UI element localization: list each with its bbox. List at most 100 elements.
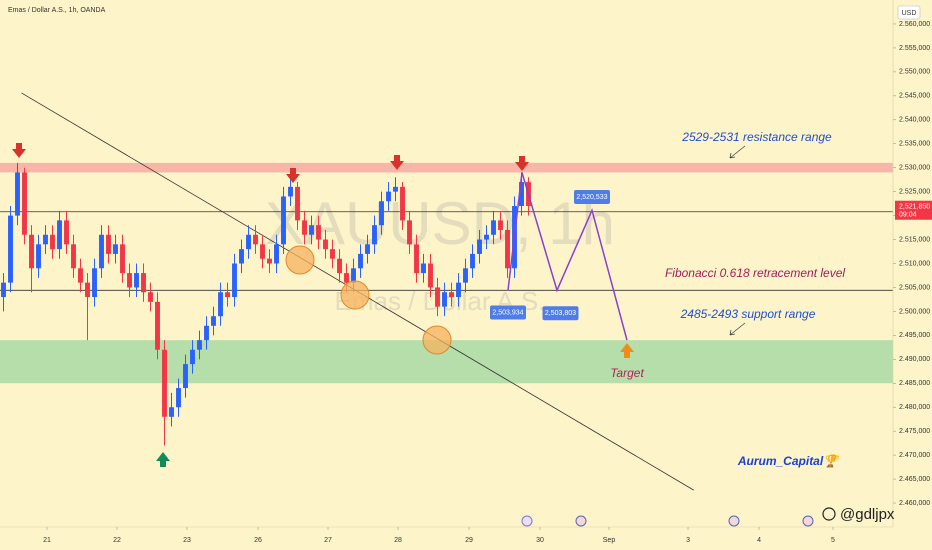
annotation: Fibonacci 0.618 retracement level [665,266,845,280]
candle-body [358,253,363,269]
candle-body [225,292,230,298]
pointer [729,145,746,159]
projection-label: 2,520,533 [576,194,607,201]
candle-body [372,225,377,245]
y-tick-label: 2.475,000 [899,428,930,435]
event-icon [575,515,587,527]
candle-body [421,263,426,274]
candle-body [435,287,440,307]
target-arrow [620,343,634,358]
x-tick-label: 23 [183,537,191,544]
candle-body [274,244,279,264]
projection-label-box [542,306,579,321]
annotation: 2529-2531 resistance range [681,130,832,144]
down-arrow [390,155,404,170]
candle-body [400,186,405,221]
y-tick-label: 2.515,000 [899,236,930,243]
candle-body [365,244,370,254]
projection-path [521,172,628,341]
candle-body [176,388,181,408]
candle-body [253,234,258,245]
annotation: Aurum_Capital🏆 [737,454,841,468]
candle-body [1,282,6,298]
candle-body [169,407,174,417]
price-tag [895,200,932,220]
candle-body [260,244,265,259]
candle-body [330,249,335,259]
x-tick-label: 21 [43,537,51,544]
y-tick-label: 2.485,000 [899,380,930,387]
candle-body [393,186,398,192]
event-icon [521,515,533,527]
x-tick-label: 3 [686,537,690,544]
candle-body [309,225,314,235]
y-tick-label: 2.465,000 [899,476,930,483]
price-tag-countdown: 09:04 [899,212,917,219]
candle-body [197,340,202,350]
y-tick-label: 2.535,000 [899,141,930,148]
candle-body [428,263,433,288]
projection-label: 2,503,934 [492,309,523,316]
candle-body [456,282,461,298]
candle-body [22,172,27,235]
candle-body [302,220,307,235]
y-tick-label: 2.495,000 [899,332,930,339]
candle-body [106,234,111,254]
event-icons [521,515,814,527]
y-tick-label: 2.530,000 [899,165,930,172]
y-tick-label: 2.525,000 [899,188,930,195]
x-tick-label: 28 [394,537,402,544]
annotation: 2485-2493 support range [680,307,816,321]
candle-body [71,244,76,269]
candle-body [316,225,321,240]
candle-body [85,282,90,298]
candle-body [491,220,496,235]
candle-body [57,220,62,250]
y-tick-label: 2.490,000 [899,356,930,363]
candle-body [442,292,447,307]
y-tick-label: 2.540,000 [899,117,930,124]
y-tick-label: 2.510,000 [899,260,930,267]
candle-body [64,220,69,245]
candle-body [288,186,293,197]
candle-body [449,292,454,298]
y-tick-label: 2.500,000 [899,308,930,315]
signal-arrows [12,143,634,467]
candle-body [148,292,153,302]
candle-body [190,349,195,365]
y-tick-label: 2.550,000 [899,69,930,76]
event-icon [802,515,814,527]
candle-body [414,244,419,274]
event-icon [728,515,740,527]
candle-body [36,244,41,269]
candle-body [337,258,342,274]
x-tick-label: 22 [113,537,121,544]
candle-body [141,273,146,293]
candle-body [323,239,328,250]
candle-body [211,316,216,326]
candle-body [134,273,139,288]
pointer-arrows [729,145,746,336]
projection-path [507,172,523,291]
candle-body [183,364,188,389]
x-tick-label: 26 [254,537,262,544]
candle-body [379,201,384,226]
y-tick-label: 2.460,000 [899,500,930,507]
candle-body [281,196,286,245]
x-tick-label: 4 [757,537,761,544]
up-arrow [156,452,170,467]
y-axis: 2.460,000 2.465,000 2.470,000 2.475,000 2.48… [893,21,932,507]
x-tick-label: 5 [831,537,835,544]
swing-circle [285,245,315,275]
candle-body [43,234,48,245]
candle-body [162,349,167,417]
down-arrow [515,156,529,171]
candle-body [477,239,482,254]
annotations: 2529-2531 resistance range Fibonacci 0.61… [610,130,845,468]
x-tick-label: 27 [324,537,332,544]
candle-body [519,182,524,207]
candle-body [155,301,160,350]
credit: @gdljpx [840,506,895,523]
candle-body [120,244,125,274]
swing-circles [285,245,452,355]
